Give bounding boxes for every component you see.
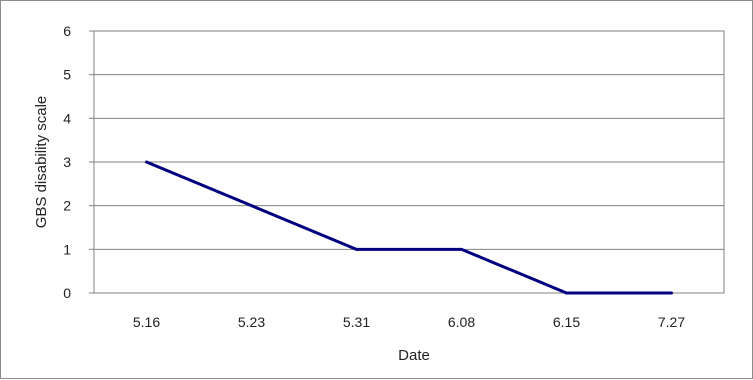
data-point <box>250 204 253 208</box>
y-tick-label: 3 <box>63 154 71 170</box>
y-tick-label: 0 <box>63 285 71 301</box>
x-axis-label: Date <box>398 347 430 364</box>
y-axis-label: GBS disability scale <box>33 96 50 229</box>
y-tick-label: 6 <box>63 23 71 39</box>
y-tick-label: 1 <box>63 241 71 257</box>
y-tick-label: 2 <box>63 198 71 214</box>
x-tick-label: 5.31 <box>343 314 370 330</box>
x-tick-label: 5.16 <box>133 314 160 330</box>
series-line <box>145 160 672 295</box>
data-point <box>565 291 568 295</box>
grid-lines <box>94 74 724 250</box>
data-point <box>355 247 358 251</box>
data-point <box>460 247 463 251</box>
y-tick-label: 4 <box>63 110 71 126</box>
x-axis-ticks: 5.16 5.23 5.31 6.08 6.15 7.27 <box>133 314 685 330</box>
data-point <box>670 291 673 295</box>
x-tick-label: 7.27 <box>658 314 685 330</box>
x-tick-label: 6.08 <box>448 314 475 330</box>
data-point <box>145 160 148 164</box>
series-group <box>145 160 673 295</box>
x-tick-label: 6.15 <box>553 314 580 330</box>
x-tick-label: 5.23 <box>238 314 265 330</box>
y-axis-ticks: 0 1 2 3 4 5 6 <box>63 23 94 301</box>
y-tick-label: 5 <box>63 67 71 83</box>
